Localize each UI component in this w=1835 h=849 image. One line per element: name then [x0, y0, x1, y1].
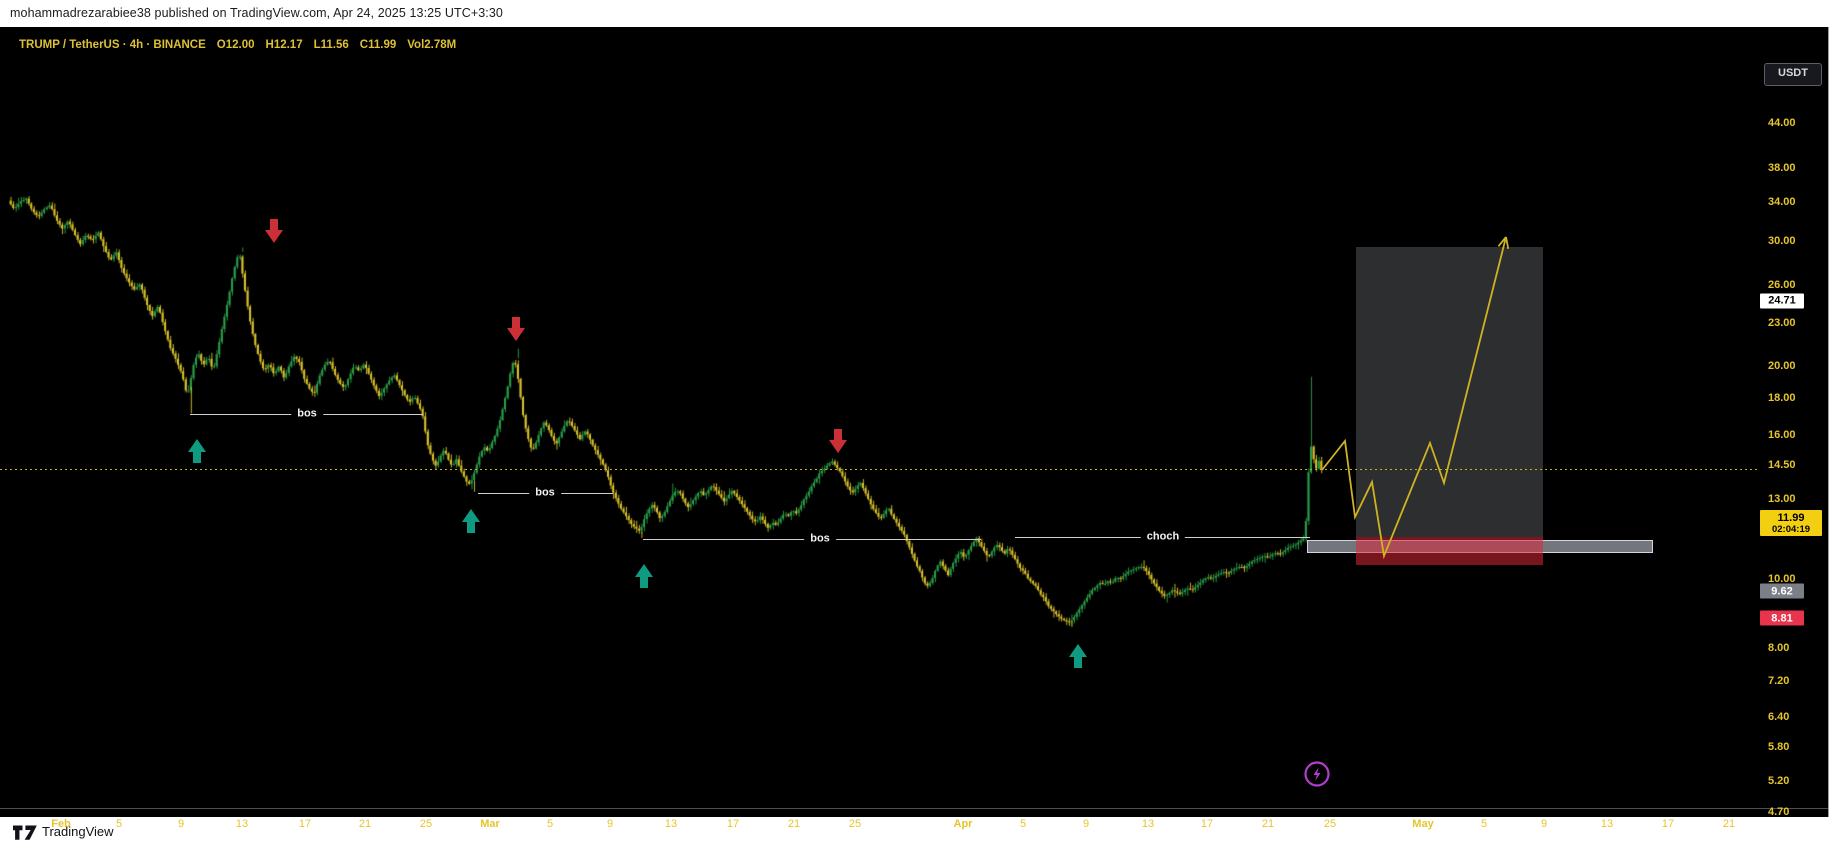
price-tick-label: 7.20	[1768, 674, 1790, 687]
chart-region[interactable]: bos bos bos choch TRUMP / TetherUS · 4h · B…	[0, 27, 1828, 830]
symbol-title: TRUMP / TetherUS · 4h · BINANCE	[19, 39, 206, 51]
current-price-label: 11.99 02:04:19	[1760, 510, 1822, 537]
bullish-up-arrow-marker-3[interactable]	[634, 563, 654, 589]
time-tick-day-label: 25	[419, 818, 433, 830]
price-tick-label: 6.40	[1768, 710, 1790, 723]
projection-rectangle[interactable]	[1356, 247, 1543, 537]
price-tick-label: 14.50	[1768, 458, 1796, 471]
ohlc-close: C11.99	[359, 39, 397, 51]
time-tick-day-label: 9	[1540, 818, 1548, 830]
demand-risk-zone[interactable]	[1356, 537, 1543, 565]
time-tick-month-label: Mar	[480, 818, 500, 830]
price-tick-label: 30.00	[1768, 234, 1796, 247]
price-tick-label: 38.00	[1768, 162, 1796, 175]
price-tick-label: 5.80	[1768, 741, 1790, 754]
time-tick-day-label: 17	[298, 818, 312, 830]
price-axis[interactable]: 44.00 38.00 34.00 30.00 26.00 23.00 20.00 18.00…	[1758, 54, 1828, 818]
price-tick-label: 23.00	[1768, 316, 1796, 329]
lightning-bolt-icon[interactable]	[1303, 760, 1331, 788]
price-tick-label: 8.00	[1768, 642, 1790, 655]
time-tick-day-label: 5	[1019, 818, 1027, 830]
time-tick-month-label: Apr	[953, 818, 973, 830]
time-tick-day-label: 5	[546, 818, 554, 830]
time-tick-month-label: May	[1412, 818, 1434, 830]
ohlc-low: L11.56	[313, 39, 349, 51]
price-tick-label: 5.20	[1768, 774, 1790, 787]
time-tick-day-label: 13	[235, 818, 249, 830]
price-chart-canvas[interactable]	[0, 27, 1828, 817]
time-tick-day-label: 25	[1323, 818, 1337, 830]
time-tick-day-label: 9	[1082, 818, 1090, 830]
ohlc-volume: Vol2.78M	[407, 39, 457, 51]
ohlc-high: H12.17	[265, 39, 303, 51]
bearish-down-arrow-marker-3[interactable]	[828, 428, 848, 454]
structure-label-bos: bos	[529, 486, 561, 500]
footer-bar: TradingView	[0, 817, 1835, 849]
time-tick-month-label: Feb	[51, 818, 71, 830]
price-tick-label: 13.00	[1768, 492, 1796, 505]
zone-top-price-label: 9.62	[1760, 583, 1804, 599]
publication-bar: mohammadrezarabiee38 published on Tradin…	[0, 0, 1835, 27]
time-tick-day-label: 17	[1200, 818, 1214, 830]
time-tick-day-label: 21	[358, 818, 372, 830]
price-tick-label: 44.00	[1768, 117, 1796, 129]
time-tick-day-label: 21	[1261, 818, 1275, 830]
time-tick-day-label: 13	[1141, 818, 1155, 830]
symbol-ohlc-header: TRUMP / TetherUS · 4h · BINANCE O12.00 H…	[19, 39, 456, 51]
tradingview-logo-icon	[13, 825, 37, 840]
price-tick-label: 34.00	[1768, 196, 1796, 209]
tradingview-brand-text: TradingView	[42, 824, 114, 839]
price-tick-label: 20.00	[1768, 359, 1796, 372]
structure-label-bos: bos	[804, 532, 836, 546]
price-tick-label: 16.00	[1768, 428, 1796, 441]
time-tick-day-label: 13	[664, 818, 678, 830]
time-tick-day-label: 21	[787, 818, 801, 830]
structure-label-bos: bos	[291, 407, 323, 421]
ohlc-open: O12.00	[216, 39, 255, 51]
time-axis[interactable]: Feb 5 9 13 17 21 25 Mar 5 9 13 17 21 25 Apr 5 9 13 17 21 25 M…	[0, 808, 1828, 844]
price-tick-label: 18.00	[1768, 392, 1796, 405]
bullish-up-arrow-marker-1[interactable]	[187, 438, 207, 464]
structure-label-choch: choch	[1140, 530, 1186, 544]
time-tick-day-label: 21	[1722, 818, 1736, 830]
publication-text: mohammadrezarabiee38 published on Tradin…	[10, 6, 503, 20]
zone-low-price-label: 8.81	[1760, 610, 1804, 626]
bearish-down-arrow-marker-1[interactable]	[264, 218, 284, 244]
price-tick-label: 10.00	[1768, 573, 1796, 586]
time-tick-day-label: 5	[1480, 818, 1488, 830]
time-tick-day-label: 9	[606, 818, 614, 830]
price-tick-label: 26.00	[1768, 279, 1796, 292]
time-tick-day-label: 5	[115, 818, 123, 830]
bullish-up-arrow-marker-4[interactable]	[1068, 643, 1088, 669]
time-tick-day-label: 17	[1661, 818, 1675, 830]
currency-toggle-button[interactable]: USDT	[1764, 63, 1822, 86]
time-tick-day-label: 13	[1600, 818, 1614, 830]
time-tick-day-label: 25	[848, 818, 862, 830]
bearish-down-arrow-marker-2[interactable]	[506, 316, 526, 342]
time-tick-day-label: 17	[726, 818, 740, 830]
time-tick-day-label: 9	[177, 818, 185, 830]
target-price-label: 24.71	[1760, 293, 1804, 309]
right-page-margin	[1828, 27, 1835, 817]
bullish-up-arrow-marker-2[interactable]	[461, 508, 481, 534]
current-price-line	[0, 469, 1758, 470]
price-tick-label: 4.70	[1768, 805, 1790, 818]
